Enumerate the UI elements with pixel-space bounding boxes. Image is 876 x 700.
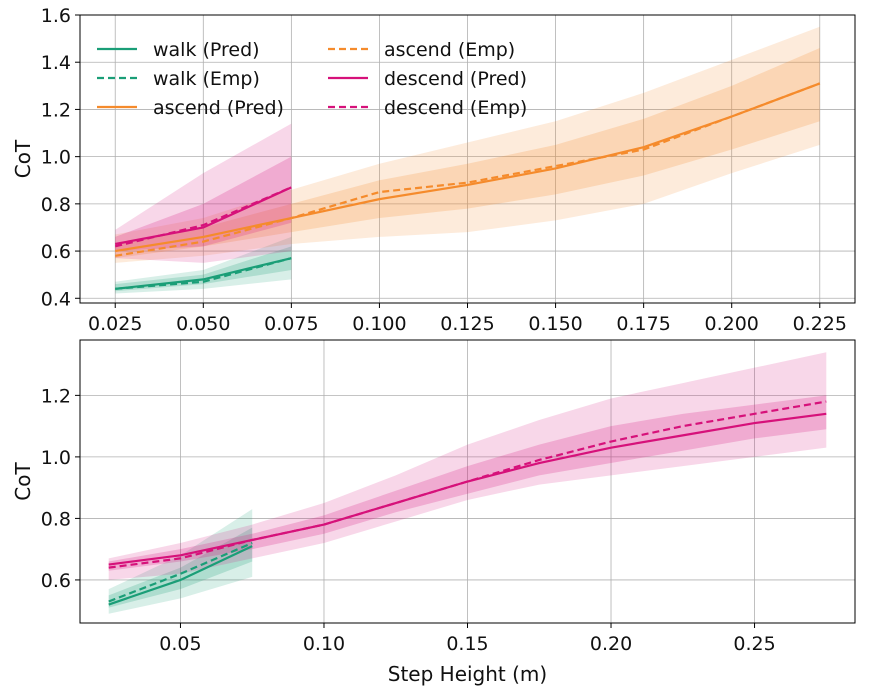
series-line [108,400,827,569]
legend-label: descend (Emp) [384,97,527,119]
confidence-band-outer [108,352,827,580]
x-tick-label: 0.200 [705,313,759,335]
series-line [108,542,253,603]
x-tick-label: 0.150 [528,313,582,335]
x-tick-label: 0.20 [590,633,632,655]
series-line [114,186,292,248]
legend-label: ascend (Emp) [384,39,515,61]
legend-label: descend (Pred) [384,68,527,90]
x-tick-label: 0.225 [793,313,847,335]
y-tick-label: 0.6 [41,241,71,263]
series-line [115,82,821,253]
x-tick-label: 0.125 [440,313,494,335]
chart-panel-1: 0.025 0.050 0.075 0.100 0.125 0.150 0.175 0.200… [11,5,856,335]
y-axis-label: CoT [11,462,35,501]
y-tick-label: 0.8 [41,508,71,530]
y-tick-label: 1.2 [41,99,71,121]
y-tick-label: 1.6 [41,5,71,27]
legend-label: ascend (Pred) [153,97,284,119]
confidence-band-outer [115,26,820,263]
x-tick-label: 0.075 [264,313,318,335]
y-tick-label: 0.4 [41,288,71,310]
x-tick-label: 0.15 [446,633,488,655]
y-tick-label: 1.0 [41,447,71,469]
legend-label: walk (Emp) [153,68,260,90]
confidence-band-outer [115,236,292,294]
y-axis-label: CoT [11,139,35,178]
y-tick-label: 0.8 [41,194,71,216]
x-tick-label: 0.10 [303,633,345,655]
chart-panel-2: 0.05 0.10 0.15 0.20 0.25 0.6 0.8 1.0 1.2 CoT Step … [11,339,856,686]
legend: walk (Pred) walk (Emp) ascend (Pred) ascend… [97,39,527,119]
x-tick-label: 0.05 [159,633,201,655]
confidence-band-inner [115,48,820,259]
x-tick-label: 0.100 [352,313,406,335]
legend-label: walk (Pred) [153,39,260,61]
x-axis-label: Step Height (m) [388,662,547,686]
y-tick-label: 1.2 [41,385,71,407]
confidence-band-inner [108,395,827,571]
series-line [115,257,292,290]
x-tick-label: 0.25 [733,633,775,655]
y-tick-label: 0.6 [41,570,71,592]
x-tick-label: 0.175 [616,313,670,335]
y-tick-label: 1.4 [41,52,71,74]
x-tick-label: 0.025 [88,313,142,335]
x-tick-label: 0.050 [176,313,230,335]
series-line [108,545,253,606]
y-tick-label: 1.0 [41,147,71,169]
confidence-band-inner [115,246,292,292]
